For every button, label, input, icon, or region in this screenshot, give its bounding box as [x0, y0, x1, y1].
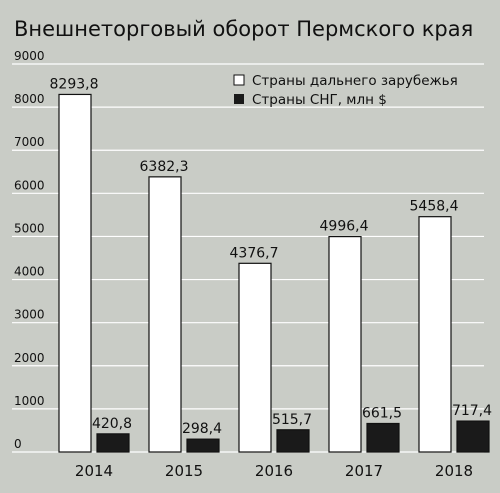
y-tick-label-1000: 1000	[14, 394, 45, 408]
data-label-2015-far-abroad: 6382,3	[140, 159, 189, 175]
data-label-2018-far-abroad: 5458,4	[410, 199, 459, 215]
x-tick-label-2014: 2014	[75, 462, 113, 480]
x-axis-ticks: 2014 2015 2016 2017 2018	[75, 462, 473, 480]
legend-swatch-far-abroad	[233, 74, 245, 86]
y-tick-label-6000: 6000	[14, 178, 45, 192]
x-tick-label-2015: 2015	[165, 462, 203, 480]
x-tick-label-2016: 2016	[255, 462, 293, 480]
bar-2014-far-abroad	[58, 93, 92, 453]
y-tick-label-8000: 8000	[14, 92, 45, 106]
bar-2016-far-abroad	[238, 262, 272, 453]
legend-label-far-abroad: Страны дальнего зарубежья	[252, 73, 458, 89]
bar-2017-far-abroad	[328, 235, 362, 453]
bar-2015-cis	[186, 438, 220, 453]
data-label-2017-far-abroad: 4996,4	[320, 219, 369, 235]
data-label-2016-cis: 515,7	[272, 412, 312, 428]
data-label-2018-cis: 717,4	[452, 403, 492, 419]
bar-2016-cis	[276, 429, 310, 453]
legend-swatch-cis	[234, 94, 244, 104]
bar-2018-far-abroad	[418, 216, 452, 453]
data-label-2015-cis: 298,4	[182, 421, 222, 437]
y-tick-label-5000: 5000	[14, 221, 45, 235]
y-tick-label-7000: 7000	[14, 135, 45, 149]
y-tick-label-4000: 4000	[14, 265, 45, 279]
bar-2017-cis	[366, 422, 400, 453]
y-tick-label-9000: 9000	[14, 49, 45, 63]
data-label-2016-far-abroad: 4376,7	[230, 245, 279, 261]
x-tick-label-2018: 2018	[435, 462, 473, 480]
data-labels: 8293,8 420,8 6382,3 298,4 4376,7 515,7 4996,4 6…	[50, 76, 493, 437]
legend-label-cis: Страны СНГ, млн $	[252, 92, 387, 108]
bar-2015-far-abroad	[148, 176, 182, 453]
legend: Страны дальнего зарубежья Страны СНГ, мл…	[233, 73, 458, 108]
bar-2014-cis	[96, 433, 130, 453]
y-tick-label-3000: 3000	[14, 308, 45, 322]
bar-2018-cis	[456, 420, 490, 453]
x-tick-label-2017: 2017	[345, 462, 383, 480]
y-tick-label-0: 0	[14, 437, 22, 451]
data-label-2014-cis: 420,8	[92, 416, 132, 432]
y-tick-label-2000: 2000	[14, 351, 45, 365]
data-label-2014-far-abroad: 8293,8	[50, 76, 99, 92]
bars	[58, 93, 490, 453]
chart-title: Внешнеторговый оборот Пермского края	[14, 17, 473, 41]
data-label-2017-cis: 661,5	[362, 405, 402, 421]
y-axis-ticks: 0 1000 2000 3000 4000 5000 6000 7000 8000 9000	[14, 49, 45, 451]
